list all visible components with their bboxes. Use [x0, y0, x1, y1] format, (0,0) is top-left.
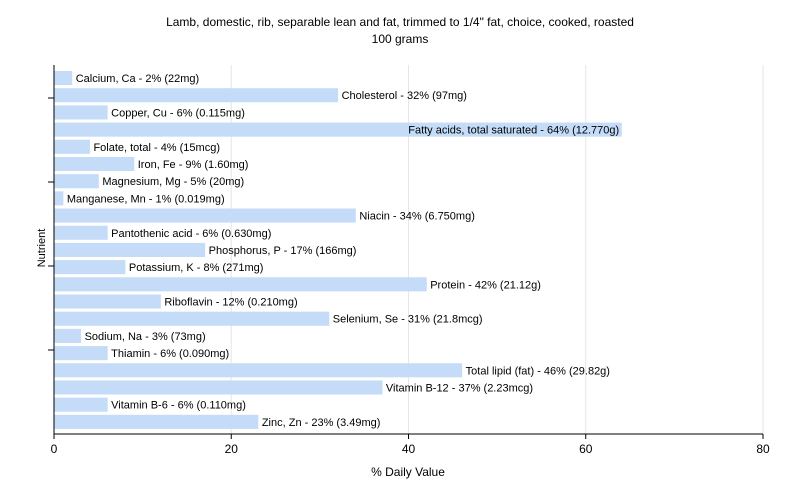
bar: [54, 208, 356, 223]
bar-labels: Calcium, Ca - 2% (22mg) Cholesterol - 32%…: [67, 73, 619, 429]
bar-label: Vitamin B-6 - 6% (0.110mg): [111, 400, 246, 412]
bar: [54, 277, 427, 292]
bar-label: Pantothenic acid - 6% (0.630mg): [111, 228, 271, 240]
bar-label: Potassium, K - 8% (271mg): [129, 262, 264, 274]
bar: [54, 414, 259, 429]
bar: [54, 71, 73, 86]
bar: [54, 397, 108, 412]
bar: [54, 311, 330, 326]
bar-label: Zinc, Zn - 23% (3.49mg): [262, 417, 381, 429]
x-tick-label: 40: [402, 442, 416, 456]
bar: [54, 105, 108, 120]
bar-label: Protein - 42% (21.12g): [430, 279, 541, 291]
bar-label: Phosphorus, P - 17% (166mg): [209, 245, 357, 257]
bar: [54, 225, 108, 240]
bar-label: Cholesterol - 32% (97mg): [342, 90, 467, 102]
bar: [54, 242, 206, 258]
x-tick-label: 0: [51, 442, 58, 456]
bar-label: Total lipid (fat) - 46% (29.82g): [466, 365, 610, 377]
chart-subtitle: 100 grams: [371, 32, 429, 46]
bar-label: Iron, Fe - 9% (1.60mg): [138, 159, 249, 171]
bar: [54, 122, 622, 137]
bar-label: Thiamin - 6% (0.090mg): [111, 348, 229, 360]
bar-label: Vitamin B-12 - 37% (2.23mcg): [386, 382, 533, 394]
x-tick-label: 60: [579, 442, 593, 456]
chart-title: Lamb, domestic, rib, separable lean and …: [166, 15, 634, 29]
bar: [54, 328, 82, 343]
axes: 0 20 40 60 80: [48, 65, 770, 456]
y-axis-label: Nutrient: [36, 229, 48, 268]
bar: [54, 294, 161, 309]
bar: [54, 191, 64, 206]
bars: [54, 71, 622, 429]
x-axis-label: % Daily Value: [371, 465, 445, 479]
x-tick-label: 80: [756, 442, 770, 456]
bar: [54, 174, 99, 189]
bar-label: Riboflavin - 12% (0.210mg): [164, 297, 297, 309]
bar: [54, 156, 135, 172]
bar-label: Calcium, Ca - 2% (22mg): [76, 73, 199, 85]
bar-label: Sodium, Na - 3% (73mg): [85, 331, 206, 343]
bar-label: Copper, Cu - 6% (0.115mg): [111, 107, 245, 119]
bar: [54, 380, 383, 395]
bar: [54, 346, 108, 361]
x-tick-label: 20: [225, 442, 239, 456]
bar-label: Fatty acids, total saturated - 64% (12.7…: [408, 125, 619, 137]
bar-label: Folate, total - 4% (15mcg): [93, 142, 220, 154]
bar: [54, 260, 126, 275]
bar: [54, 363, 463, 378]
bar: [54, 139, 90, 154]
bar-label: Niacin - 34% (6.750mg): [359, 211, 475, 223]
bar-label: Selenium, Se - 31% (21.8mcg): [333, 314, 483, 326]
bar-label: Magnesium, Mg - 5% (20mg): [102, 176, 244, 188]
chart-title-block: Lamb, domestic, rib, separable lean and …: [0, 14, 800, 48]
bar-label: Manganese, Mn - 1% (0.019mg): [67, 193, 225, 205]
bar: [54, 88, 339, 103]
